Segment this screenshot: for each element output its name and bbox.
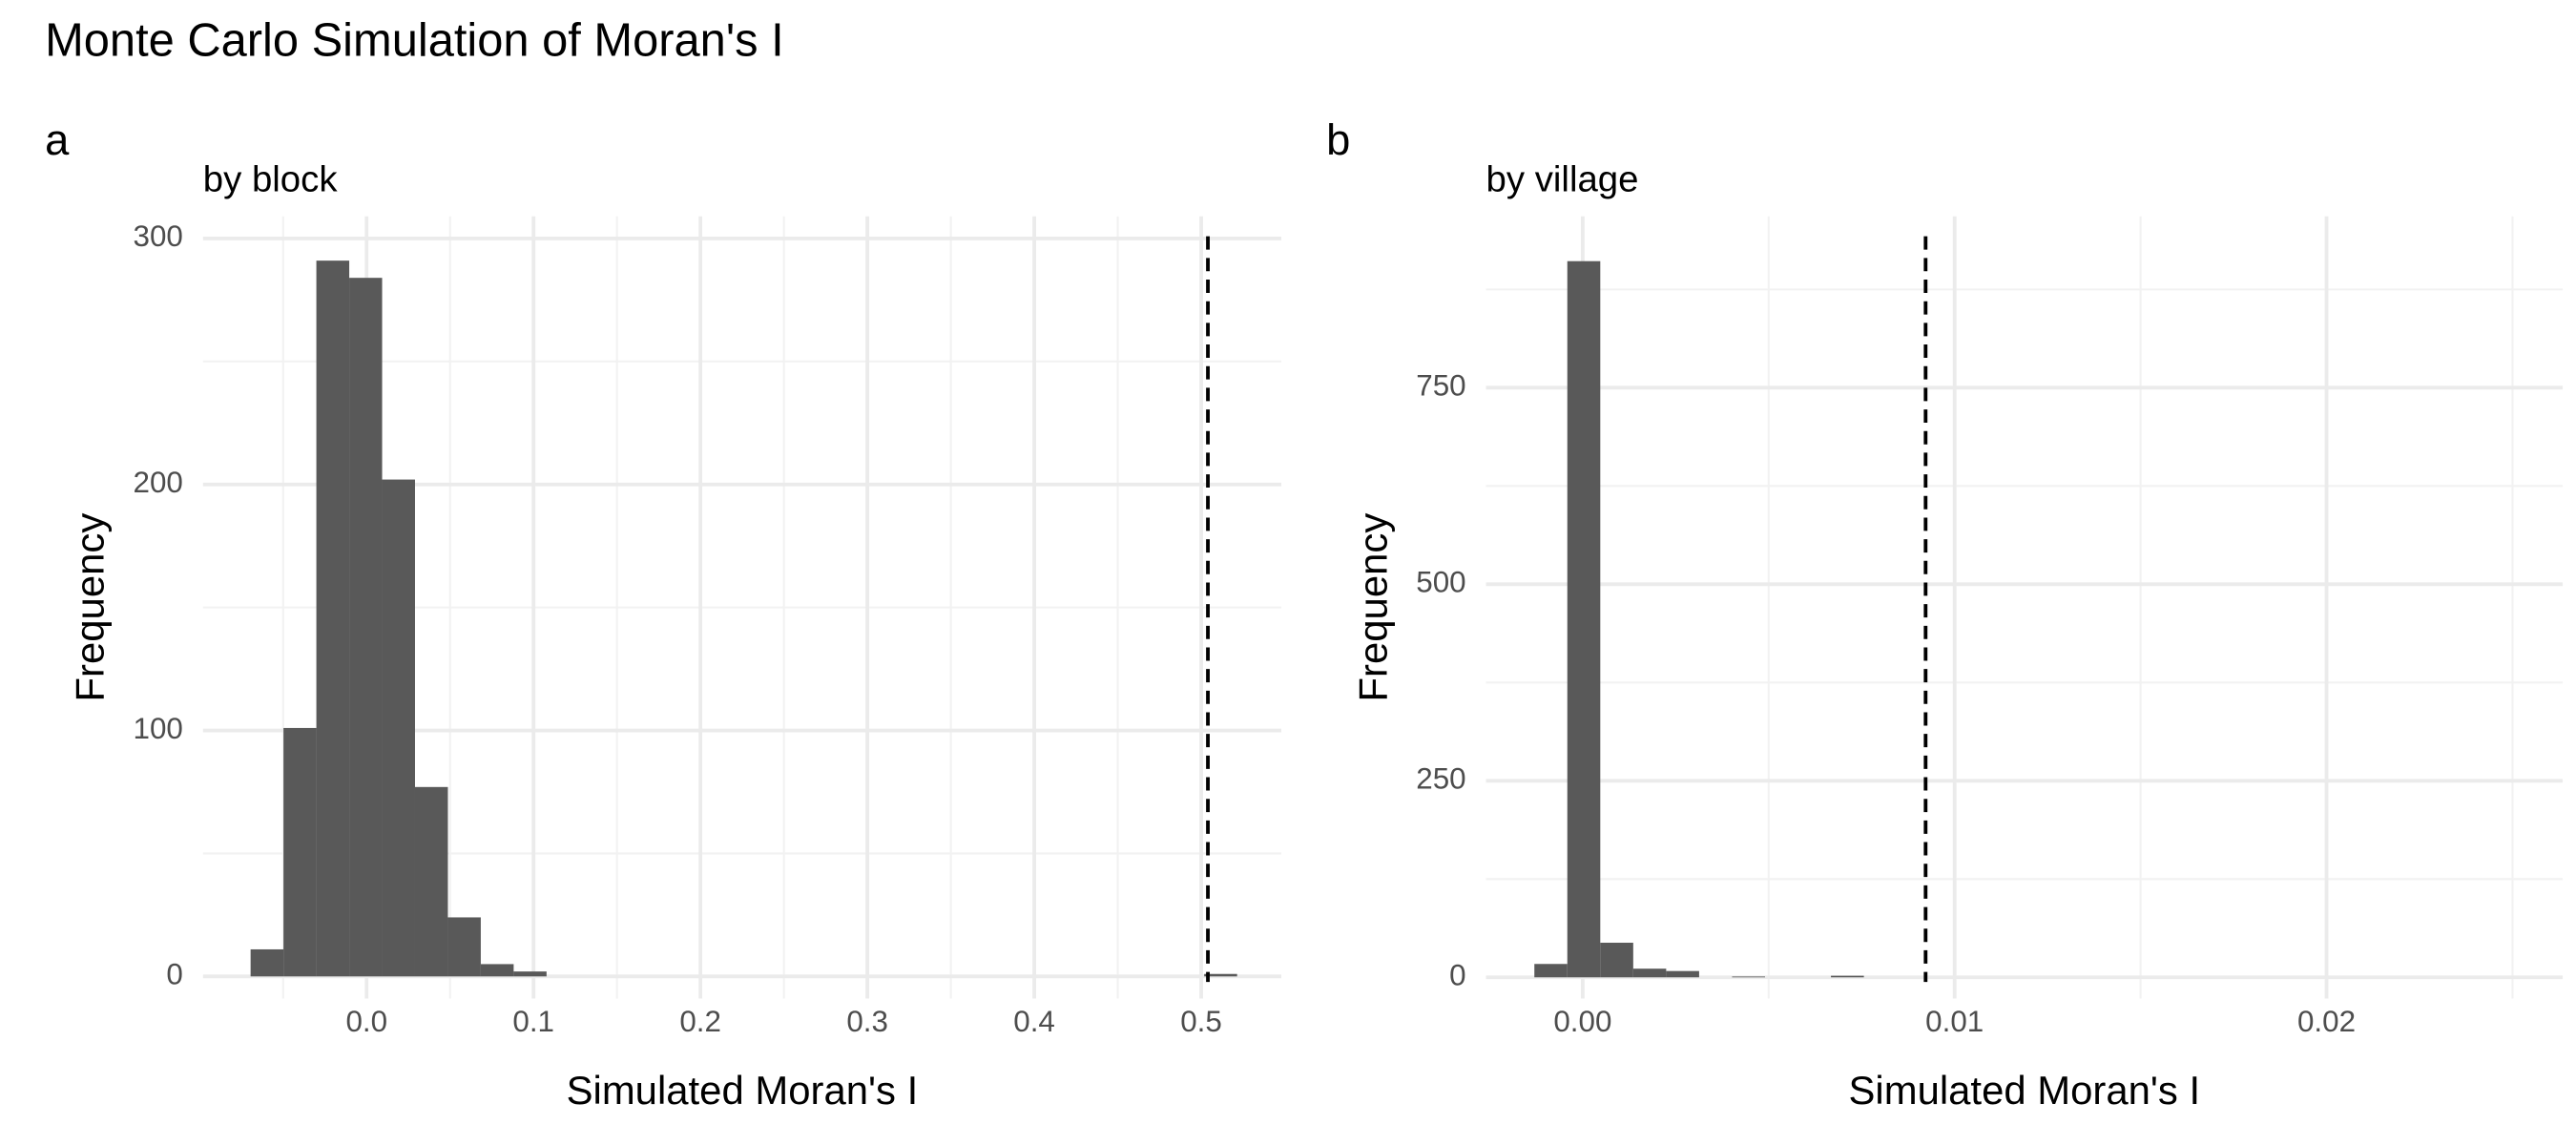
histogram-bar — [382, 479, 415, 977]
y-axis-label: Frequency — [68, 513, 113, 702]
x-tick-label: 0.00 — [1553, 1005, 1611, 1038]
y-tick-label: 750 — [1416, 369, 1465, 403]
x-tick-label: 0.01 — [1925, 1005, 1984, 1038]
x-tick-label: 0.02 — [2297, 1005, 2356, 1038]
y-tick-label: 100 — [134, 712, 183, 745]
histogram-bar — [283, 727, 317, 977]
y-axis-label: Frequency — [1351, 513, 1396, 702]
x-tick-label: 0.3 — [846, 1005, 888, 1038]
histogram-bar — [349, 278, 383, 977]
x-tick-label: 0.1 — [512, 1005, 554, 1038]
histogram-bar — [1567, 260, 1601, 978]
histogram-bar — [250, 948, 284, 977]
figure-title: Monte Carlo Simulation of Moran's I — [45, 14, 784, 66]
histogram-bar — [414, 786, 448, 977]
histogram-bar — [1732, 976, 1765, 978]
x-axis-label: Simulated Moran's I — [567, 1068, 919, 1113]
histogram-bar — [1600, 943, 1633, 978]
x-tick-label: 0.2 — [679, 1005, 721, 1038]
x-tick-label: 0.5 — [1180, 1005, 1222, 1038]
panel-title: by village — [1486, 158, 1639, 199]
histogram-bar — [1204, 973, 1237, 977]
histogram-bar — [480, 964, 514, 977]
panel-tag: a — [45, 115, 70, 164]
y-tick-label: 200 — [134, 466, 183, 499]
histogram-bar — [1666, 970, 1699, 978]
histogram-bar — [1632, 968, 1667, 978]
y-tick-label: 500 — [1416, 566, 1465, 599]
y-tick-label: 0 — [1449, 959, 1465, 992]
histogram-bar — [513, 971, 547, 977]
y-tick-label: 300 — [134, 219, 183, 253]
panel-title: by block — [203, 158, 339, 199]
histogram-bar — [316, 260, 350, 977]
y-tick-label: 0 — [166, 958, 182, 991]
x-tick-label: 0.4 — [1013, 1005, 1055, 1038]
x-axis-label: Simulated Moran's I — [1848, 1068, 2200, 1113]
panel-tag: b — [1326, 115, 1350, 164]
histogram-bar — [1831, 975, 1864, 978]
x-tick-label: 0.0 — [345, 1005, 387, 1038]
y-tick-label: 250 — [1416, 762, 1465, 796]
histogram-bar — [1534, 964, 1568, 978]
histogram-bar — [447, 917, 481, 977]
